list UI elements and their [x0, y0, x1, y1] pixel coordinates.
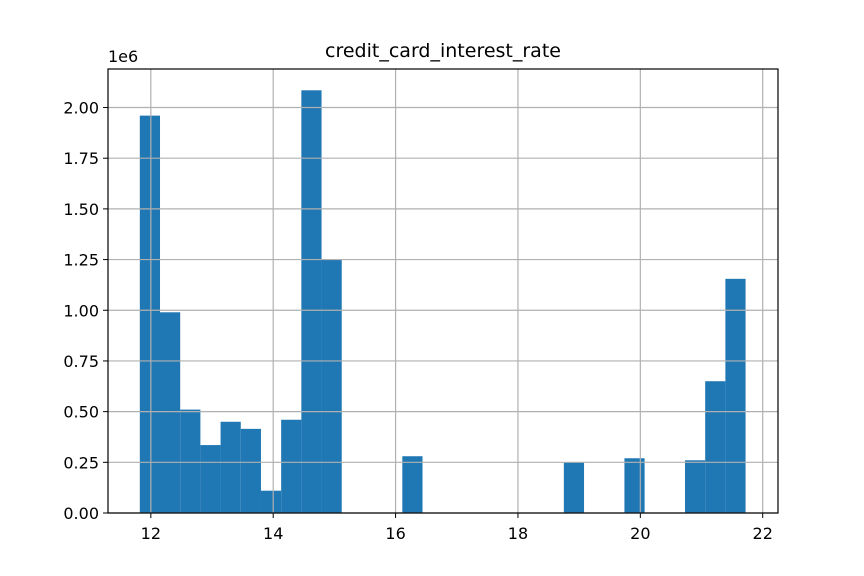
y-tick-label: 0.25 — [63, 453, 99, 472]
y-tick-label: 0.75 — [63, 352, 99, 371]
x-tick-label: 20 — [630, 524, 650, 543]
histogram-bar — [240, 428, 261, 513]
x-tick-label: 16 — [385, 524, 405, 543]
x-tick-label: 14 — [263, 524, 283, 543]
y-tick-label: 0.50 — [63, 403, 99, 422]
histogram-bar — [200, 445, 221, 513]
histogram-bar — [139, 115, 161, 514]
chart-title: credit_card_interest_rate — [325, 40, 561, 62]
histogram-bar — [321, 259, 342, 513]
histogram-bar — [260, 490, 282, 513]
y-tick-label: 2.00 — [63, 99, 99, 118]
y-tick-label: 1.25 — [63, 251, 99, 270]
histogram-bar — [402, 456, 423, 513]
histogram-bar — [301, 90, 322, 514]
y-tick-label: 1.00 — [63, 301, 99, 320]
y-axis-ticks: 0.00 0.25 0.50 0.75 1.00 1.25 1.50 1.75 2.00 — [63, 99, 108, 523]
histogram-bar — [220, 421, 241, 513]
histogram-bar — [160, 312, 181, 513]
histogram-bar — [684, 460, 706, 513]
histogram-bar — [563, 462, 585, 513]
histogram-bar — [624, 458, 645, 513]
histogram-bar — [705, 381, 726, 513]
histogram-bar — [281, 419, 302, 513]
histogram-bar — [180, 409, 201, 513]
x-tick-label: 12 — [141, 524, 161, 543]
plot-frame — [107, 68, 779, 514]
x-tick-label: 18 — [508, 524, 528, 543]
y-tick-label: 1.50 — [63, 200, 99, 219]
x-tick-label: 22 — [753, 524, 773, 543]
histogram-bar — [725, 278, 746, 513]
x-axis-ticks: 12 14 16 18 20 22 — [141, 513, 773, 543]
y-tick-label: 1.75 — [63, 149, 99, 168]
y-tick-label: 0.00 — [63, 504, 99, 523]
plot-area — [108, 69, 778, 513]
y-multiplier-label: 1e6 — [108, 47, 138, 66]
